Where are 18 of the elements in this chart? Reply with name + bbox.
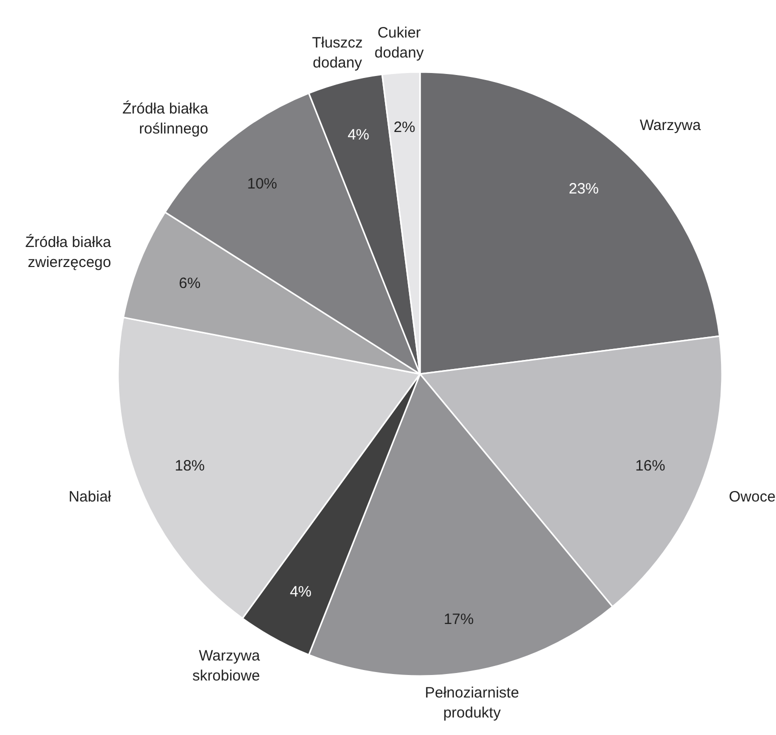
slice-label: Tłuszcz dodany xyxy=(312,34,363,72)
slice-label: Owoce xyxy=(728,488,776,506)
data-label: 4% xyxy=(348,126,370,144)
slice-label: Warzywa xyxy=(640,117,702,134)
data-label: 2% xyxy=(394,119,416,136)
data-label: 23% xyxy=(568,180,599,198)
slice-label: Pełnoziarniste produkty xyxy=(424,684,520,722)
data-label: 4% xyxy=(290,583,312,600)
data-label: 10% xyxy=(247,175,278,192)
slice-label: Źródła białka roślinnego xyxy=(122,99,209,138)
data-label: 18% xyxy=(174,457,205,474)
slice-label: Źródła białka zwierzęcego xyxy=(25,232,112,271)
slice-label: Nabiał xyxy=(68,488,112,506)
data-label: 17% xyxy=(444,610,474,628)
slice-label: Cukier dodany xyxy=(374,24,424,62)
slice-label: Warzywa skrobiowe xyxy=(192,647,261,684)
data-label: 6% xyxy=(178,275,201,292)
data-label: 16% xyxy=(635,457,666,474)
